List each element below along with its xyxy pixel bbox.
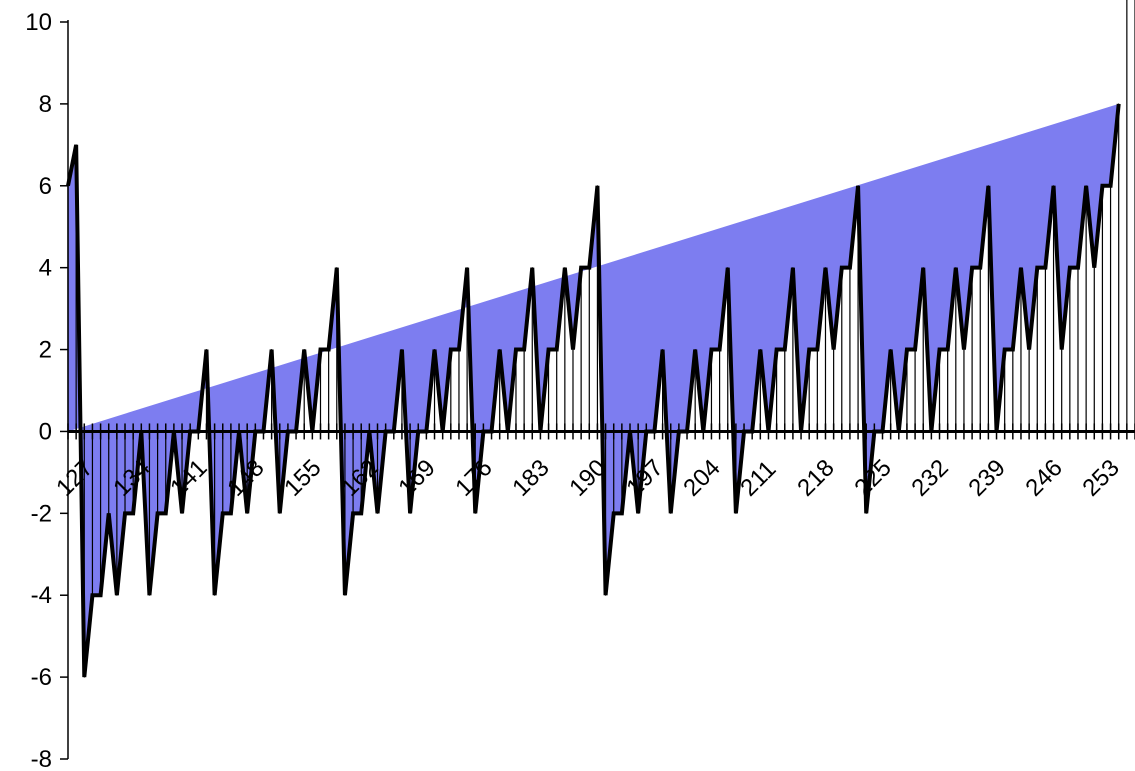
x-tick-label: 239 — [963, 454, 1010, 501]
y-tick-label: 6 — [39, 173, 52, 200]
y-tick-label: -8 — [31, 746, 52, 771]
x-tick-label: 232 — [906, 454, 953, 501]
area-fill — [68, 103, 1119, 678]
x-tick-label: 246 — [1020, 454, 1067, 501]
x-tick-label: 253 — [1077, 454, 1124, 501]
x-tick-label: 169 — [393, 454, 440, 501]
x-tick-label: 225 — [849, 454, 896, 501]
x-tick-label: 204 — [678, 454, 725, 501]
y-tick-label: 2 — [39, 337, 52, 364]
y-tick-label: -6 — [31, 664, 52, 691]
y-tick-label: 10 — [25, 9, 52, 36]
y-tick-label: 8 — [39, 91, 52, 118]
y-tick-label: -4 — [31, 582, 52, 609]
y-tick-label: -2 — [31, 500, 52, 527]
x-tick-label: 176 — [450, 454, 497, 501]
data-point — [1126, 0, 1128, 1]
y-tick-label: 0 — [39, 418, 52, 445]
series-line — [66, 103, 1121, 678]
y-tick-label: 4 — [39, 255, 52, 282]
x-tick-label: 218 — [792, 454, 839, 501]
x-tick-label: 183 — [507, 454, 554, 501]
